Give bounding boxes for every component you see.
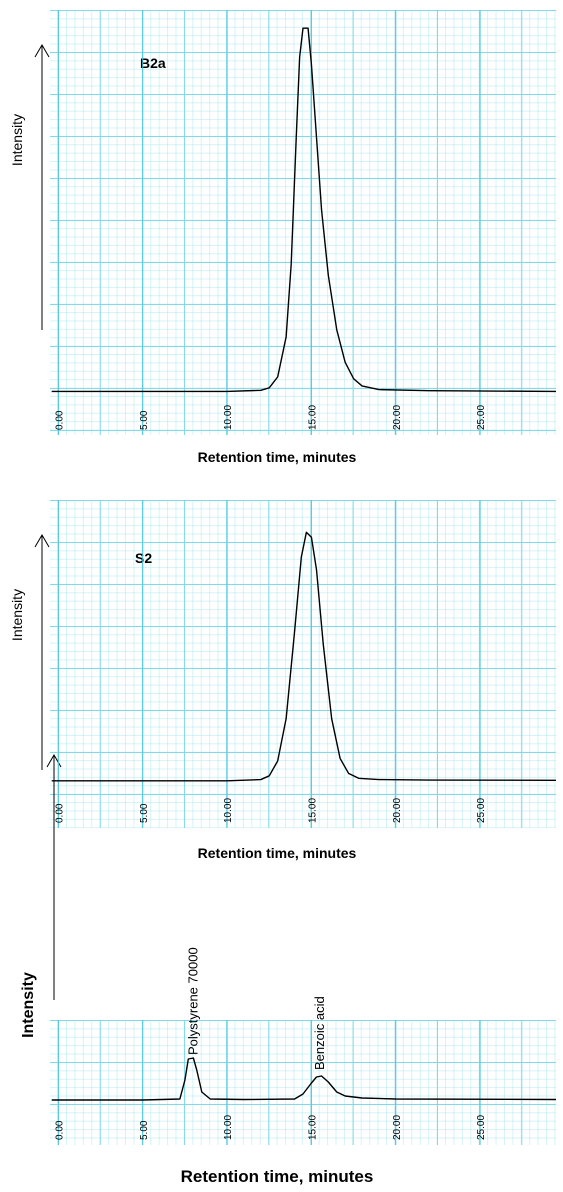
annotation: Benzoic acid [312, 996, 327, 1070]
x-tick-label: 0.00 [54, 410, 65, 430]
y-arrow [34, 44, 50, 330]
x-tick-label: 10.00 [223, 1115, 234, 1140]
x-tick-label: 25.00 [476, 1115, 487, 1140]
y-arrow [34, 534, 50, 770]
arrows [34, 44, 62, 1000]
x-axis-label: Retention time, minutes [198, 845, 357, 861]
x-tick-label: 20.00 [392, 1115, 403, 1140]
x-tick-label: 15.00 [307, 405, 318, 430]
x-tick-label: 25.00 [476, 405, 487, 430]
x-tick-label: 5.00 [139, 803, 150, 823]
graph-paper [50, 500, 556, 828]
annotation: Polystyrene 70000 [185, 947, 200, 1055]
chromatogram-line [51, 27, 557, 393]
x-axis-label: Retention time, minutes [198, 449, 357, 465]
x-tick-label: 20.00 [392, 798, 403, 823]
chart-title: B2a [140, 55, 166, 71]
x-tick-label: 10.00 [223, 405, 234, 430]
x-tick-label: 5.00 [139, 1120, 150, 1140]
graph-paper [50, 10, 556, 435]
x-tick-label: 15.00 [307, 798, 318, 823]
x-tick-label: 5.00 [139, 410, 150, 430]
x-tick-label: 0.00 [54, 1120, 65, 1140]
y-axis-label: Intensity [9, 589, 25, 641]
x-tick-label: 10.00 [223, 798, 234, 823]
chart-title: S2 [135, 550, 152, 566]
x-tick-label: 0.00 [54, 803, 65, 823]
x-axis-label: Retention time, minutes [181, 1167, 374, 1186]
x-tick-label: 20.00 [392, 405, 403, 430]
chromatogram-line [51, 531, 557, 782]
x-tick-label: 25.00 [476, 798, 487, 823]
graph-paper [50, 1020, 556, 1145]
x-tick-label: 15.00 [307, 1115, 318, 1140]
y-axis-label: Intensity [9, 114, 25, 166]
chromatogram-line [51, 1057, 557, 1101]
y-axis-label: Intensity [20, 972, 37, 1038]
